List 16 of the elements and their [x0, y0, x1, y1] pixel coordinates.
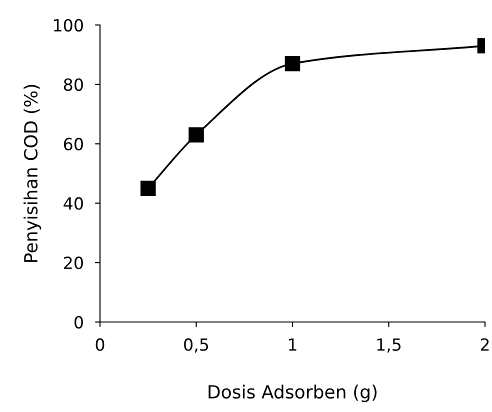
- point: [140, 180, 156, 196]
- x-tick-label: 0,5: [184, 338, 208, 353]
- y-axis-title: Penyisihan COD (%): [24, 84, 42, 262]
- point: [284, 56, 300, 72]
- y-tick-label: 80: [64, 78, 83, 91]
- y-tick-label: 100: [54, 18, 83, 32]
- x-tick-label: 1,5: [377, 338, 401, 353]
- x-tick-label: 2: [480, 338, 489, 351]
- y-tick-label: 60: [64, 138, 83, 150]
- point: [188, 127, 204, 143]
- y-tick-label: 20: [64, 256, 83, 270]
- x-axis-title: Dosis Adsorben (g): [208, 384, 377, 402]
- x-tick-label: 1: [289, 338, 296, 351]
- y-tick-label: 40: [64, 197, 83, 210]
- x-tick-label: 0: [96, 338, 104, 351]
- y-tick-label: 0: [74, 316, 83, 329]
